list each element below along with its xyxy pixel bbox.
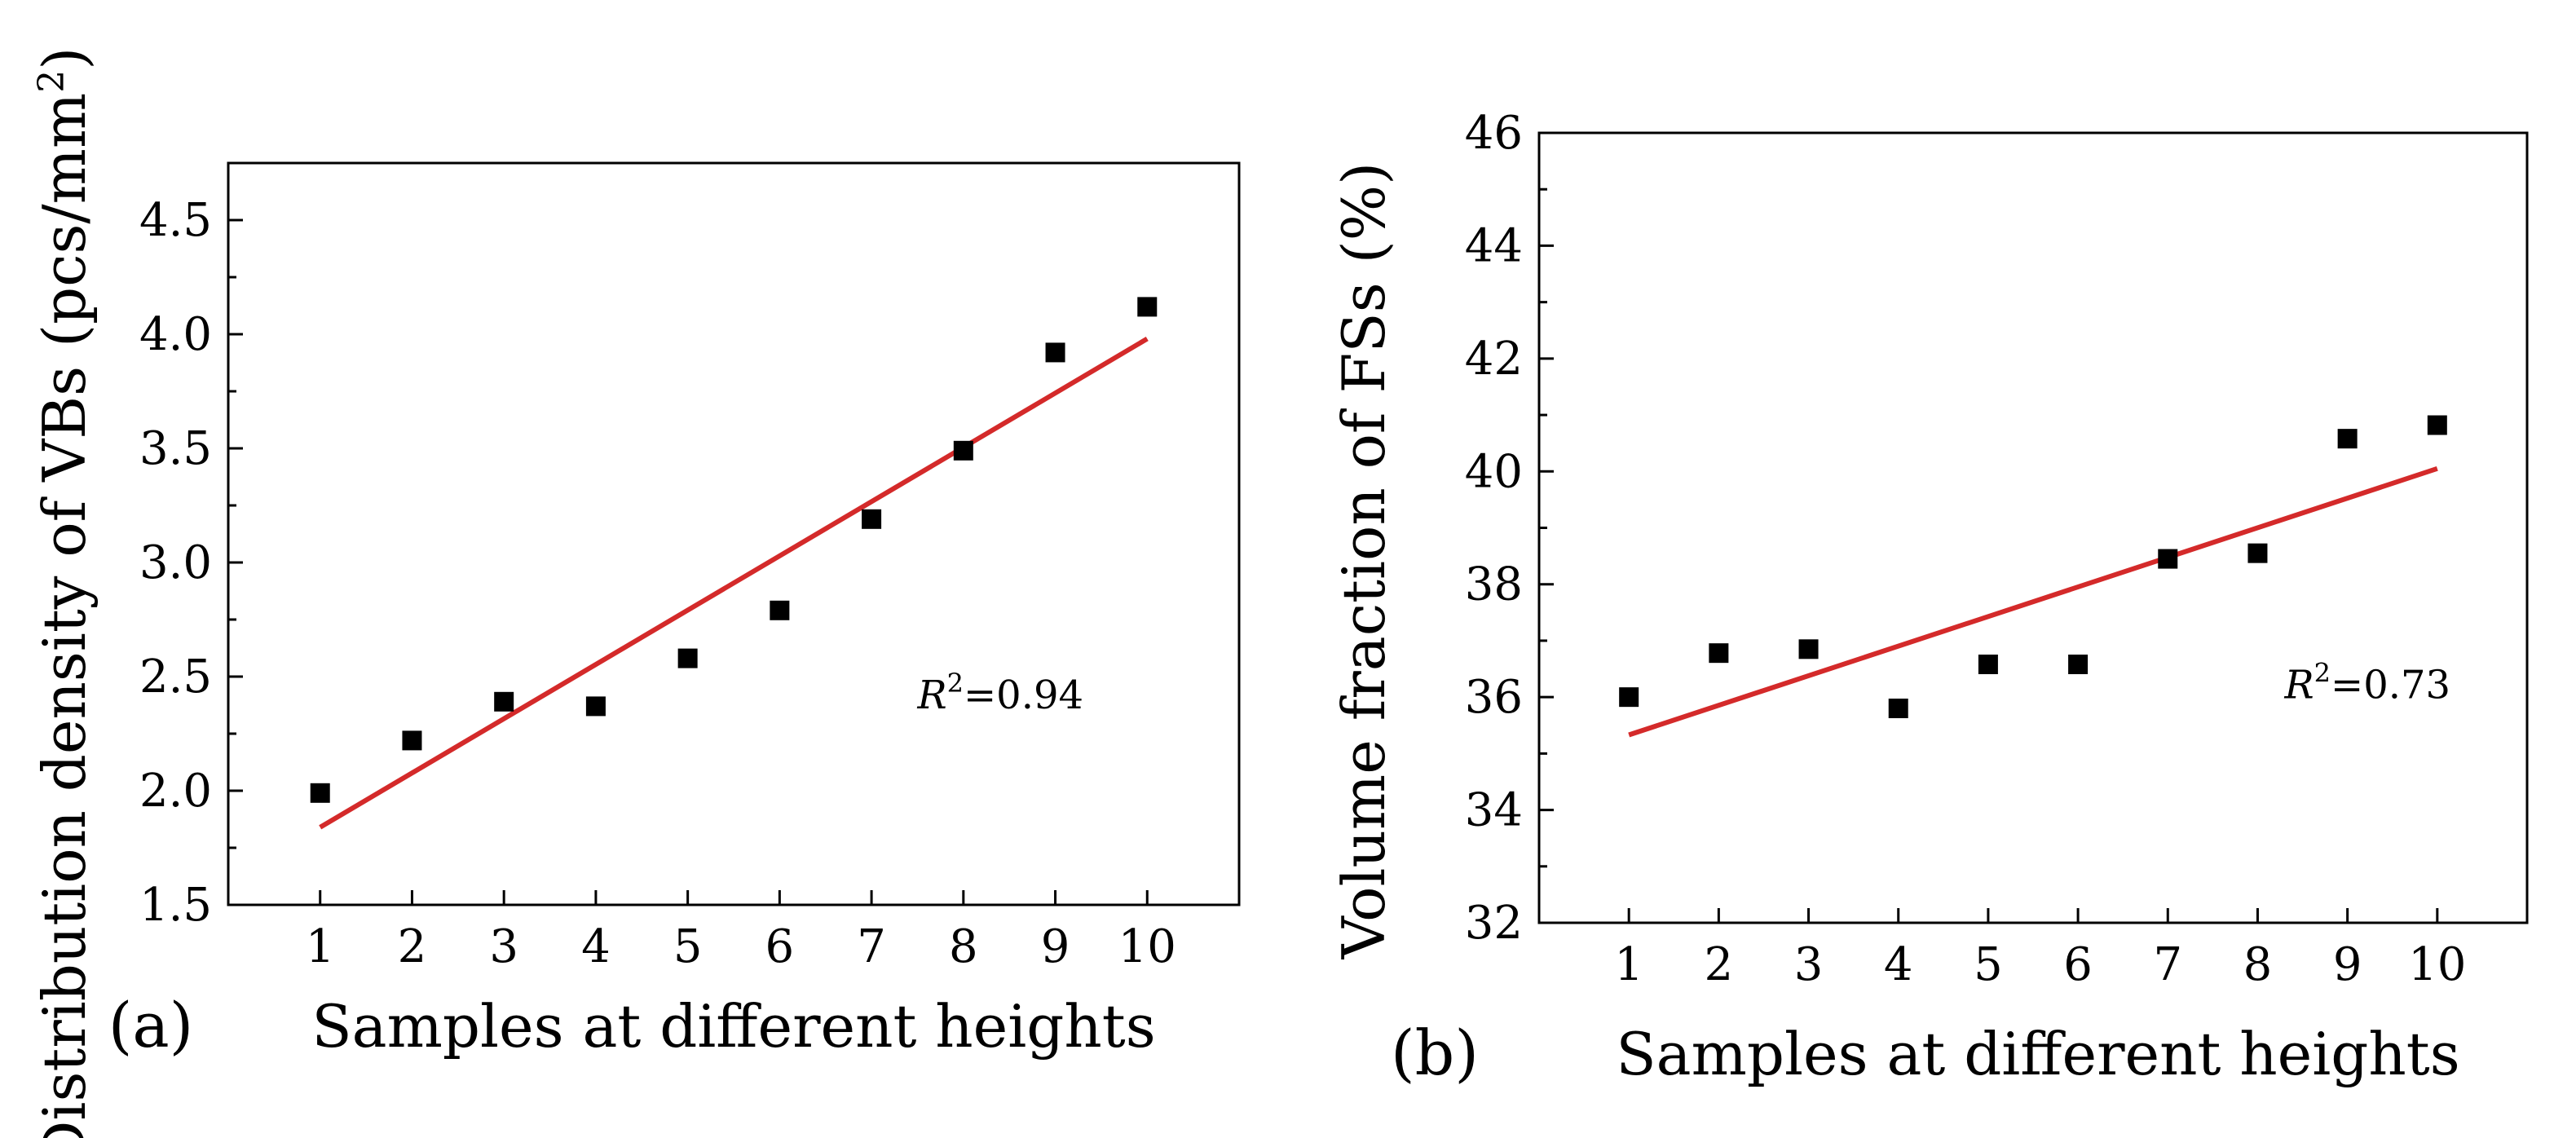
r-squared-value: =0.94	[964, 673, 1083, 718]
r-squared-exponent: 2	[947, 668, 964, 699]
y-tick-label: 3.5	[139, 422, 212, 475]
data-point	[1619, 687, 1639, 708]
panel-a-vb-density-chart: 1 2 3 4 5 6 7 8 9 101.52.02.53.03.54.04.5R2=0.94S…	[30, 47, 1241, 1138]
x-tick-label: 3	[489, 920, 518, 973]
y-tick-label: 44	[1465, 219, 1523, 272]
x-tick-label: 1	[1614, 938, 1643, 991]
x-tick-label: 10	[1118, 920, 1176, 973]
x-tick-label: 10	[2408, 938, 2466, 991]
data-point	[2068, 654, 2089, 674]
data-point	[310, 783, 330, 803]
data-point	[1978, 654, 1998, 674]
data-point	[677, 648, 698, 668]
y-tick-label: 2.5	[139, 651, 212, 704]
y-tick-label: 34	[1465, 784, 1523, 837]
x-tick-label: 1	[306, 920, 335, 973]
y-axis-title-text: Distribution density of VBs (pcs/mm	[30, 93, 99, 1138]
x-tick-label: 3	[1794, 938, 1824, 991]
data-point	[494, 691, 514, 712]
x-tick-label: 8	[949, 920, 978, 973]
x-tick-label: 4	[581, 920, 611, 973]
x-tick-label: 9	[2333, 938, 2362, 991]
plot-frame	[227, 161, 1241, 906]
y-axis-title: Volume fraction of FSs (%)	[1330, 162, 1398, 959]
x-tick-label: 4	[1884, 938, 1913, 991]
y-tick-label: 38	[1465, 558, 1523, 611]
x-tick-label: 7	[2153, 938, 2182, 991]
x-tick-label: 7	[857, 920, 886, 973]
x-tick-label: 5	[673, 920, 703, 973]
panel-label: (a)	[108, 989, 194, 1061]
y-axis-title: Distribution density of VBs (pcs/mm2)	[30, 47, 99, 1138]
r-squared-value: =0.73	[2331, 663, 2450, 708]
data-point	[953, 440, 973, 461]
y-tick-label: 36	[1465, 671, 1523, 724]
data-point	[1888, 698, 1908, 718]
data-point	[1137, 297, 1158, 317]
x-tick-label: 5	[1974, 938, 2003, 991]
r-squared-annotation: R2=0.94	[916, 668, 1083, 718]
x-tick-label: 6	[2063, 938, 2093, 991]
data-point	[1045, 342, 1065, 363]
x-axis-title: Samples at different heights	[1616, 1020, 2459, 1088]
data-point	[1798, 639, 1819, 659]
y-axis-title-superscript: 2	[31, 70, 73, 93]
y-tick-label: 1.5	[139, 879, 212, 932]
y-tick-label: 42	[1465, 333, 1523, 386]
y-tick-label: 32	[1465, 897, 1523, 950]
plot-frame	[1537, 131, 2529, 924]
y-tick-label: 3.0	[139, 536, 212, 589]
r-squared-symbol: R	[2284, 663, 2314, 708]
x-tick-label: 2	[398, 920, 427, 973]
data-point	[585, 696, 606, 717]
y-tick-label: 2.0	[139, 765, 212, 818]
fit-line	[1628, 465, 2438, 738]
data-point	[1709, 643, 1729, 664]
y-tick-label: 4.0	[139, 308, 212, 361]
r-squared-annotation: R2=0.73	[2284, 658, 2451, 708]
x-axis-title: Samples at different heights	[311, 992, 1155, 1061]
x-tick-label: 2	[1705, 938, 1734, 991]
data-point	[2247, 543, 2268, 563]
x-tick-label: 8	[2243, 938, 2273, 991]
x-tick-label: 9	[1041, 920, 1070, 973]
y-axis-title-close: )	[30, 47, 99, 70]
panel-label: (b)	[1391, 1017, 1479, 1089]
data-point	[402, 730, 422, 751]
panel-b-fs-volume-chart: 1 2 3 4 5 6 7 8 9 103234363840424446R2=0.73Sample…	[1330, 107, 2529, 1089]
r-squared-exponent: 2	[2314, 658, 2331, 689]
data-point	[2337, 429, 2358, 449]
y-tick-label: 4.5	[139, 194, 212, 247]
y-tick-label: 40	[1465, 445, 1523, 498]
fit-line	[319, 337, 1149, 830]
data-point	[2158, 549, 2178, 569]
x-tick-label: 6	[765, 920, 795, 973]
data-point	[770, 600, 790, 620]
data-point	[862, 509, 882, 529]
r-squared-symbol: R	[916, 673, 946, 718]
y-tick-label: 46	[1465, 107, 1523, 160]
data-point	[2427, 415, 2447, 435]
y-axis-title-text: Volume fraction of FSs (%)	[1330, 162, 1398, 959]
